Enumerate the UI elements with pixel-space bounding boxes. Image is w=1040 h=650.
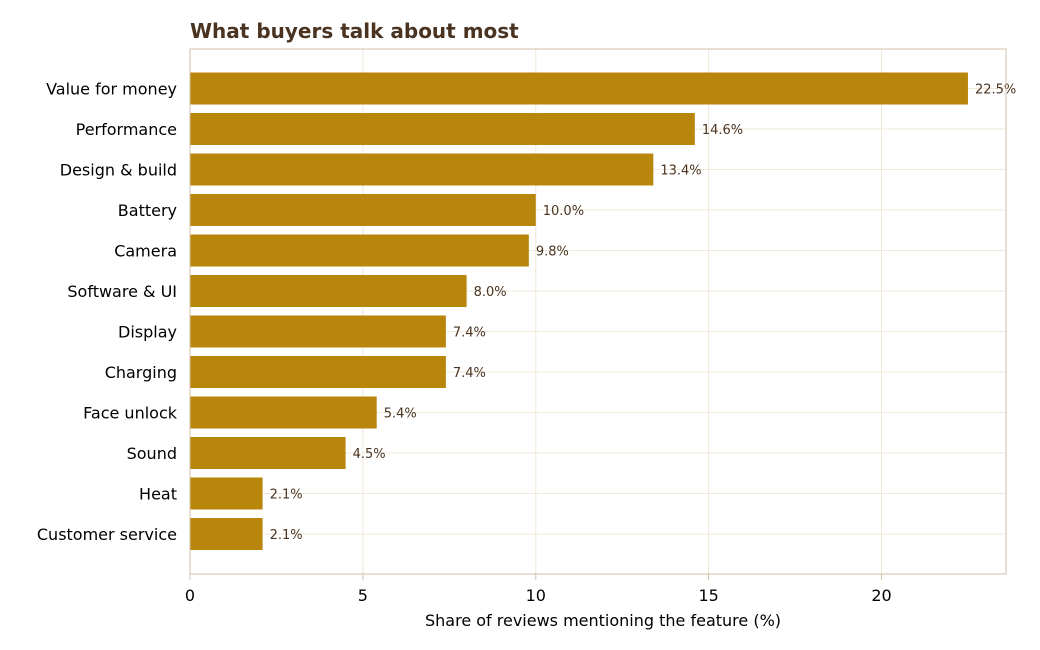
value-label: 9.8% [536,245,569,260]
x-tick-label: 20 [871,586,891,605]
value-label: 13.4% [660,164,701,179]
bar [190,518,263,550]
bar [190,234,529,267]
bar [190,153,654,186]
value-label: 5.4% [384,407,417,422]
value-label: 22.5% [975,83,1016,98]
x-tick-label: 0 [185,586,195,605]
category-label: Heat [139,485,177,504]
bar [190,72,968,105]
value-label: 7.4% [453,326,486,341]
x-tick-label: 10 [526,586,546,605]
value-label: 8.0% [474,285,507,300]
value-label: 2.1% [270,528,303,543]
bar [190,275,467,307]
value-label: 10.0% [543,204,584,219]
bar [190,396,377,429]
chart-title: What buyers talk about most [190,19,519,43]
category-label: Design & build [60,161,177,180]
bar [190,113,695,145]
value-label: 4.5% [353,447,386,462]
category-label: Battery [118,201,177,220]
plot-frame [189,48,1007,575]
category-label: Face unlock [83,404,178,423]
x-tick-label: 5 [358,586,368,605]
category-label: Sound [127,444,177,463]
category-label: Camera [114,242,177,261]
value-labels: 22.5% 14.6% 13.4% 10.0% 9.8% 8.0% 7.4% 7.4% 5.4%… [270,83,1017,544]
value-label: 7.4% [453,366,486,381]
bar [190,437,346,469]
category-label: Customer service [37,525,177,544]
category-label: Software & UI [67,282,177,301]
bar [190,477,263,510]
category-label: Value for money [46,80,177,99]
bar [190,315,446,348]
bar [190,194,536,226]
x-axis-ticks: 0 5 10 15 20 [185,574,892,605]
value-label: 2.1% [270,488,303,503]
category-label: Charging [105,363,177,382]
bar [190,356,446,388]
x-axis-title: Share of reviews mentioning the feature … [425,611,781,630]
value-label: 14.6% [702,123,743,138]
x-tick-label: 15 [698,586,718,605]
category-label: Display [118,323,177,342]
category-labels: Value for money Performance Design & build… [37,80,178,545]
bars [190,72,968,550]
category-label: Performance [76,120,177,139]
